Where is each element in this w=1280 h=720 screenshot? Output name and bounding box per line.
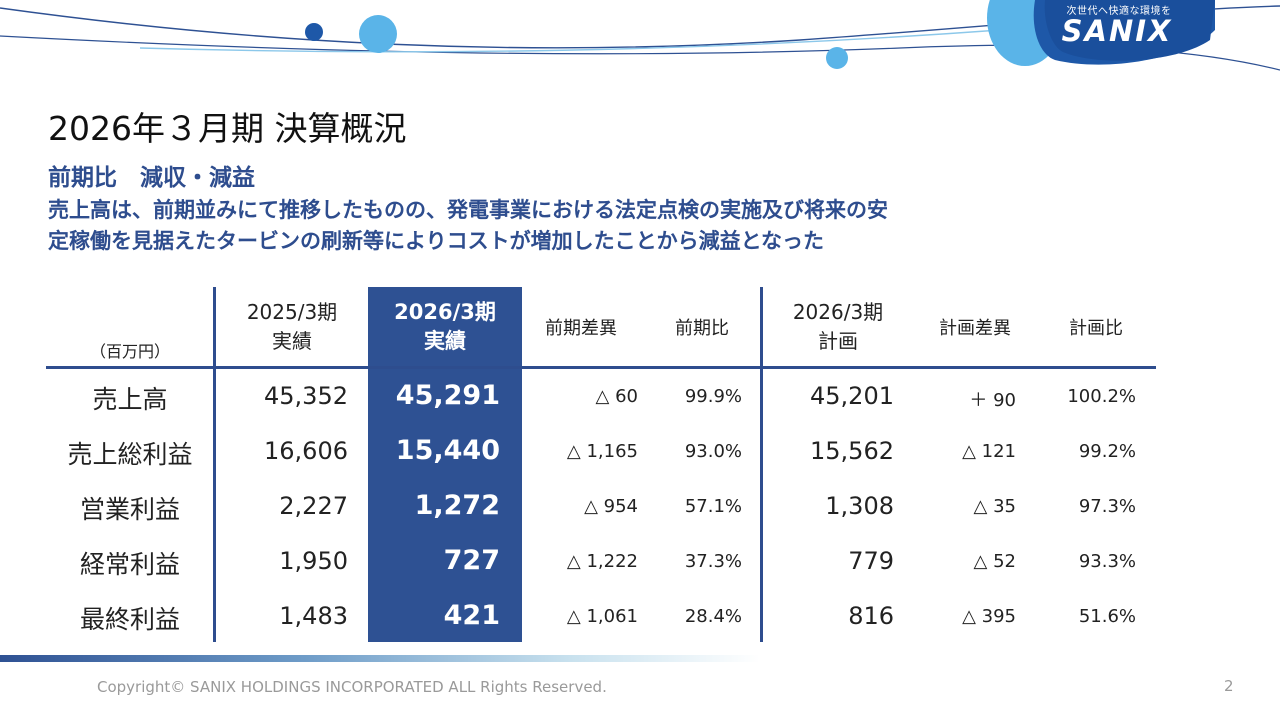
cell-curr-actual: 727 xyxy=(443,545,500,576)
header-yoy-diff: 前期差異 xyxy=(545,318,617,339)
cell-yoy-diff: △ 60 xyxy=(595,386,638,407)
page-title: 2026年３月期 決算概況 xyxy=(48,109,407,148)
cell-yoy-diff: △ 1,165 xyxy=(566,441,638,462)
row-label: 営業利益 xyxy=(79,495,180,524)
row-label: 売上総利益 xyxy=(67,440,193,469)
cell-prev-actual: 16,606 xyxy=(264,437,348,465)
description-line: 売上高は、前期並みにて推移したものの、発電事業における法定点検の実施及び将来の安 xyxy=(48,198,888,222)
summary-description: 売上高は、前期並みにて推移したものの、発電事業における法定点検の実施及び将来の安… xyxy=(48,195,1198,257)
cell-plan-diff: △ 52 xyxy=(973,551,1016,572)
cell-plan-ratio: 51.6% xyxy=(1078,606,1136,627)
sanix-logo xyxy=(987,0,1215,66)
logo-wordmark: SANIX xyxy=(1061,14,1173,48)
cell-yoy-ratio: 93.0% xyxy=(684,441,742,462)
cell-plan-diff: △ 395 xyxy=(962,606,1016,627)
unit-label: （百万円） xyxy=(89,342,170,361)
cell-yoy-diff: △ 954 xyxy=(584,496,638,517)
cell-yoy-ratio: 57.1% xyxy=(684,496,742,517)
cell-yoy-diff: △ 1,222 xyxy=(566,551,638,572)
cell-plan: 779 xyxy=(848,547,894,575)
cell-plan-ratio: 97.3% xyxy=(1078,496,1136,517)
cell-plan-diff: ＋ 90 xyxy=(969,390,1016,411)
description-line: 定稼働を見据えたタービンの刷新等によりコストが増加したことから減益となった xyxy=(48,229,824,253)
cell-plan: 15,562 xyxy=(810,437,894,465)
cell-yoy-ratio: 28.4% xyxy=(684,606,742,627)
copyright-text: Copyright© SANIX HOLDINGS INCORPORATED A… xyxy=(97,678,607,696)
row-label: 経常利益 xyxy=(79,550,180,579)
cell-prev-actual: 1,483 xyxy=(279,602,348,630)
cell-plan: 816 xyxy=(848,602,894,630)
dot-navy xyxy=(305,23,323,41)
cell-plan-ratio: 99.2% xyxy=(1078,441,1136,462)
dot-light-small xyxy=(826,47,848,69)
cell-yoy-diff: △ 1,061 xyxy=(566,606,638,627)
cell-plan: 1,308 xyxy=(825,492,894,520)
cell-plan-ratio: 93.3% xyxy=(1078,551,1136,572)
cell-curr-actual: 15,440 xyxy=(395,435,500,466)
page-subtitle: 前期比 減収・減益 xyxy=(48,165,255,191)
row-label: 最終利益 xyxy=(79,605,180,634)
page-number: 2 xyxy=(1224,677,1234,695)
footer-bar xyxy=(0,655,760,662)
cell-yoy-ratio: 37.3% xyxy=(684,551,742,572)
table-divider xyxy=(760,287,763,642)
header-rule xyxy=(46,366,1156,369)
logo-tagline: 次世代へ快適な環境を xyxy=(1066,6,1172,17)
header-plan-ratio: 計画比 xyxy=(1069,318,1123,339)
cell-yoy-ratio: 99.9% xyxy=(684,386,742,407)
current-period-highlight xyxy=(368,287,522,642)
dot-light-large xyxy=(359,15,397,53)
header-yoy-ratio: 前期比 xyxy=(675,318,729,339)
cell-plan-diff: △ 121 xyxy=(962,441,1016,462)
cell-curr-actual: 45,291 xyxy=(395,380,500,411)
cell-prev-actual: 45,352 xyxy=(264,382,348,410)
cell-plan-diff: △ 35 xyxy=(973,496,1016,517)
header-curr-actual: 2026/3期 実績 xyxy=(394,300,496,353)
header-plan-diff: 計画差異 xyxy=(939,318,1011,339)
row-label: 売上高 xyxy=(92,385,168,414)
cell-curr-actual: 421 xyxy=(443,600,500,631)
header-prev-actual: 2025/3期 実績 xyxy=(246,300,338,353)
cell-prev-actual: 1,950 xyxy=(279,547,348,575)
table-divider xyxy=(213,287,216,642)
header-plan: 2026/3期 計画 xyxy=(792,300,884,353)
cell-plan-ratio: 100.2% xyxy=(1067,386,1136,407)
cell-prev-actual: 2,227 xyxy=(279,492,348,520)
cell-curr-actual: 1,272 xyxy=(414,490,500,521)
cell-plan: 45,201 xyxy=(810,382,894,410)
